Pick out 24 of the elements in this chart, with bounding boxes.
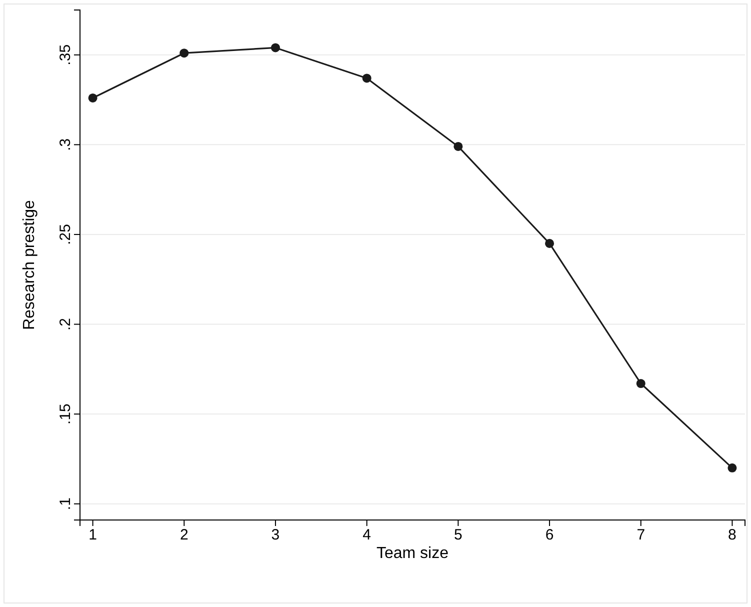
point: [362, 74, 372, 83]
y-tick-label: .2: [57, 318, 74, 331]
point: [545, 238, 554, 248]
x-tick-label: 7: [636, 526, 646, 544]
y-tick-label: .3: [57, 138, 74, 151]
x-tick-label: 8: [728, 526, 736, 544]
point: [88, 93, 98, 102]
x-tick-label: 2: [180, 526, 188, 544]
x-tick-label: 5: [454, 526, 462, 544]
y-tick-label: .35: [57, 44, 74, 66]
point: [454, 142, 463, 151]
point: [180, 48, 189, 58]
y-axis-title: Research prestige: [21, 200, 38, 330]
point: [728, 463, 737, 472]
y-tick-label: .1: [57, 498, 74, 510]
x-tick-label: 4: [362, 526, 371, 544]
point: [270, 43, 280, 52]
x-tick-label: 1: [88, 526, 97, 544]
point: [636, 379, 646, 388]
x-axis-title: Team size: [376, 545, 449, 562]
y-tick-label: .15: [57, 404, 74, 424]
y-tick-label: .25: [57, 224, 74, 245]
x-tick-label: 3: [271, 526, 280, 544]
x-tick-label: 6: [545, 526, 554, 544]
